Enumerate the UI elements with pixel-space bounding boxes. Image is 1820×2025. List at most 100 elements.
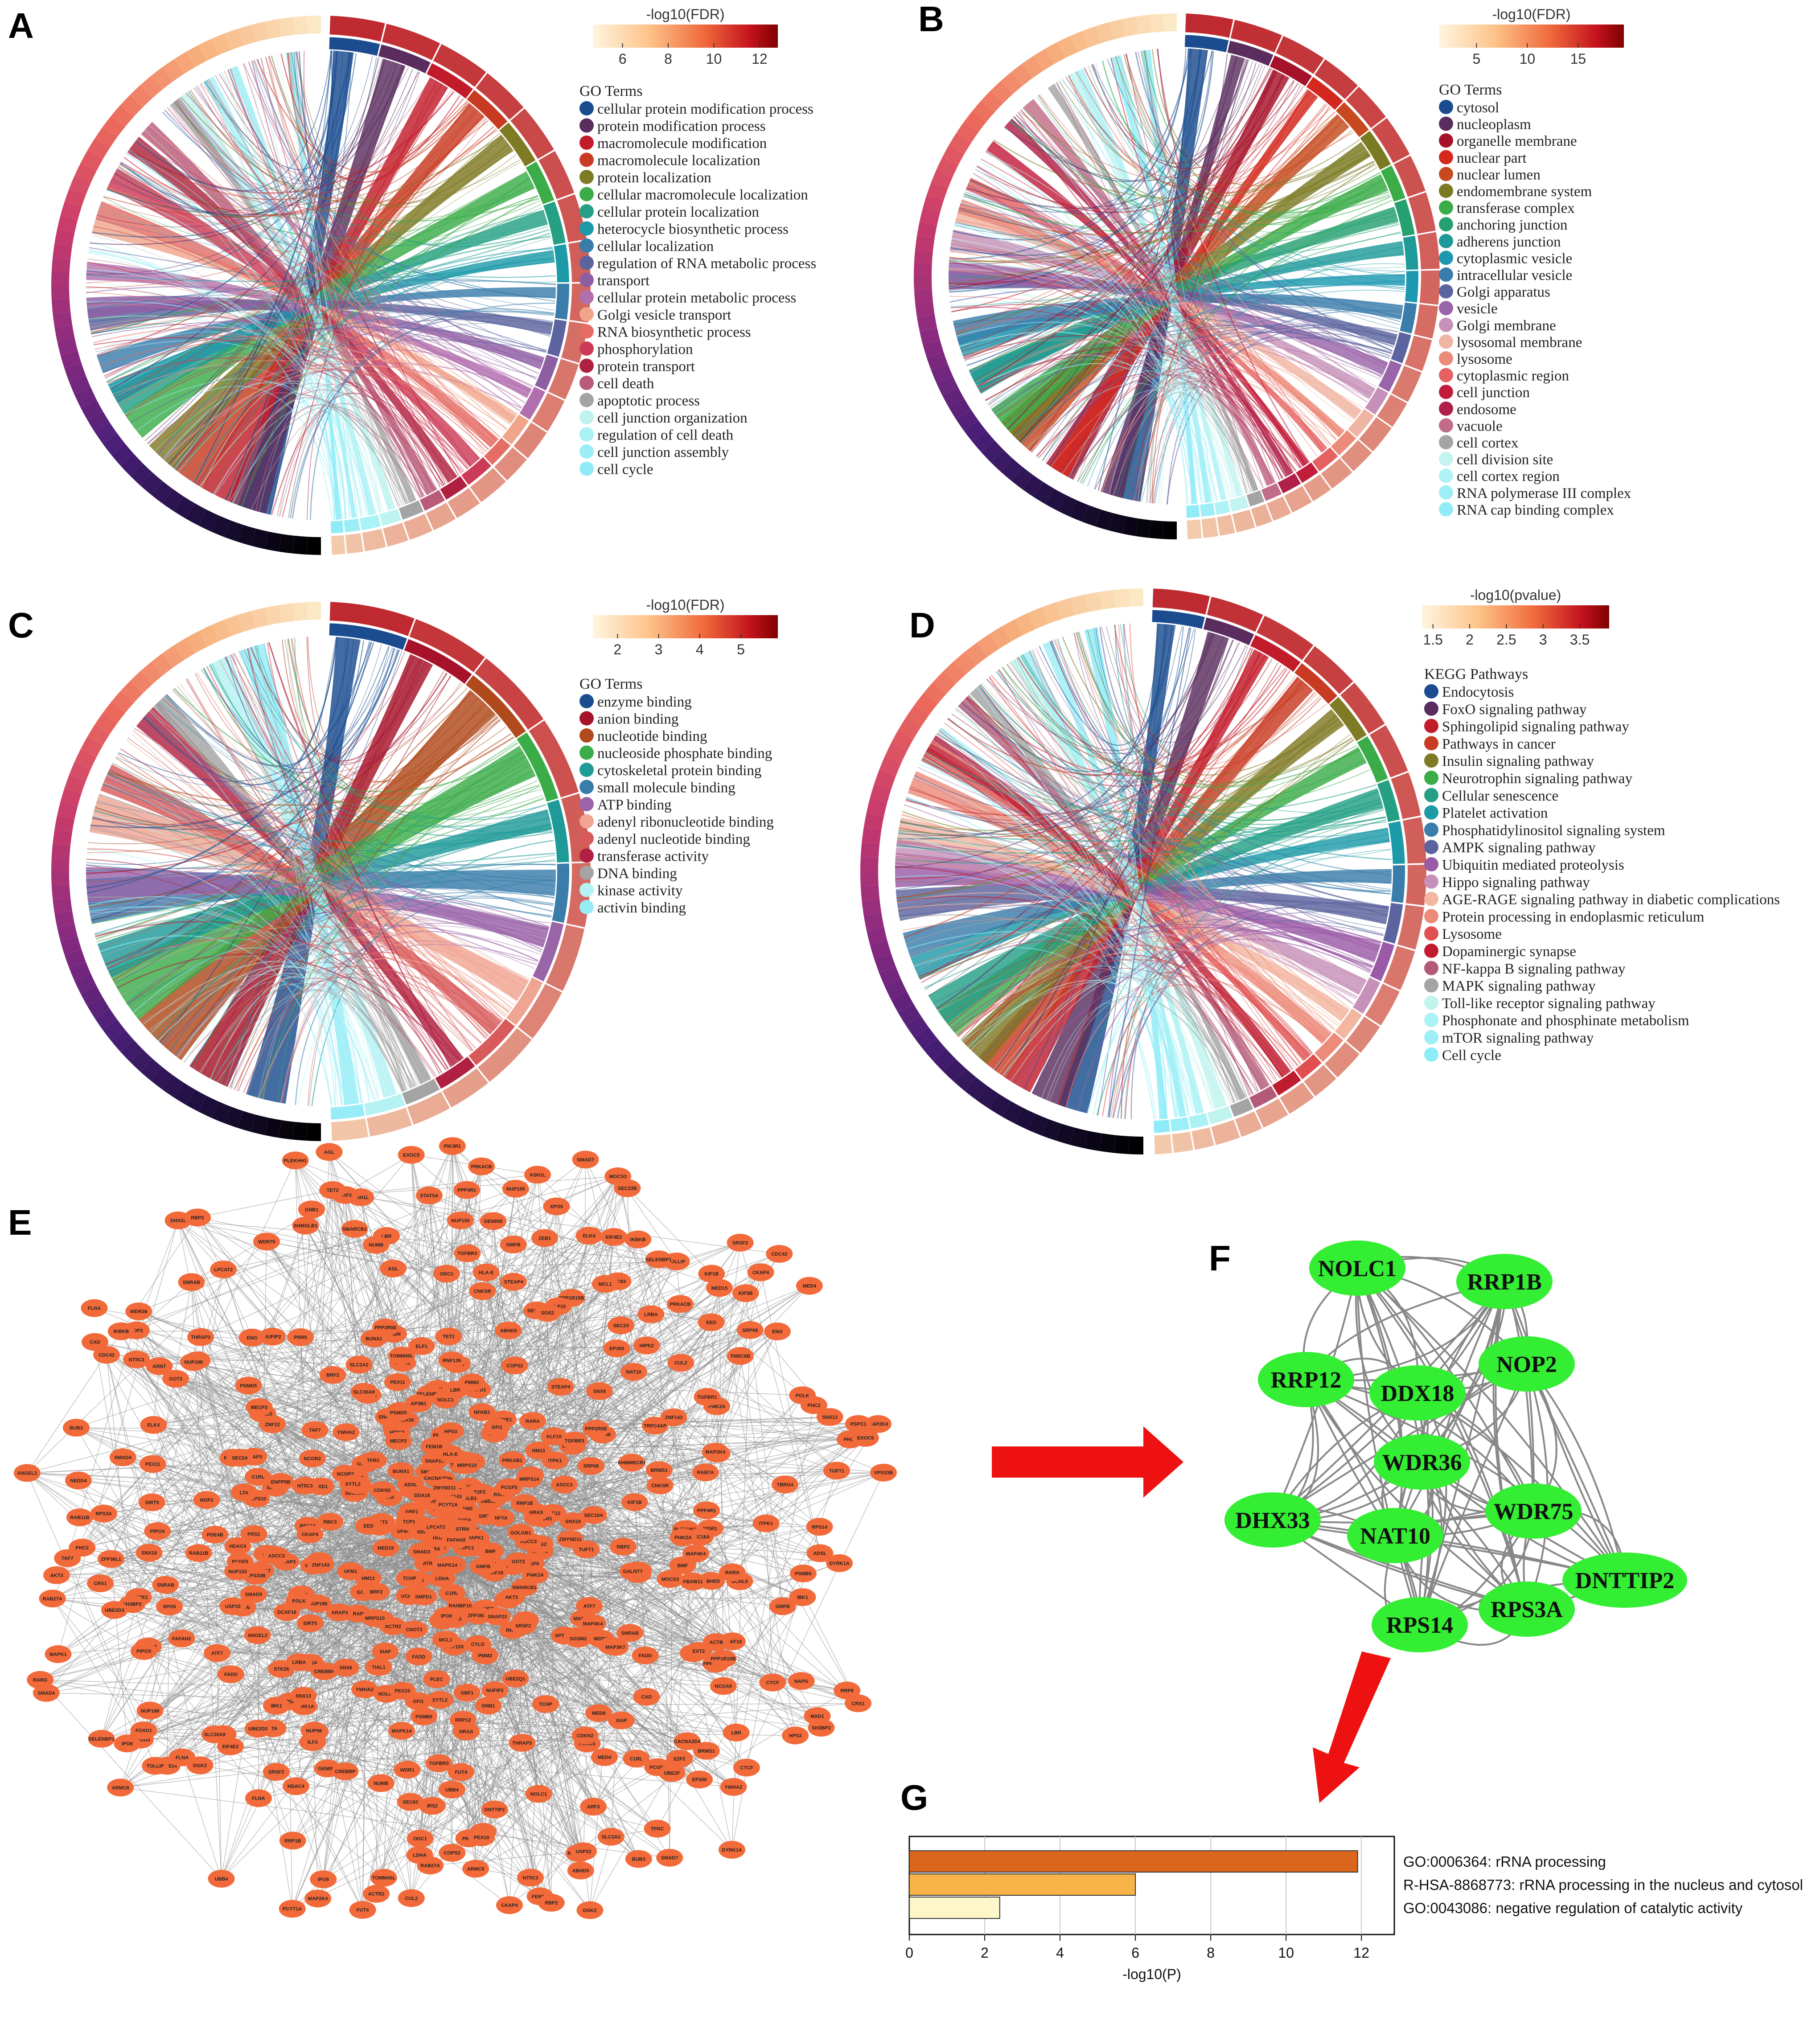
chord-line [203, 640, 365, 770]
gene-ring-segment [54, 815, 75, 832]
legend-entry: protein modification process [597, 119, 766, 135]
network-edge [538, 1572, 733, 1794]
chord-line [271, 641, 384, 1098]
legend-swatch [1439, 351, 1453, 366]
gene-ring-segment [74, 973, 97, 994]
network-node: XPO5 [543, 1197, 570, 1216]
chord-line [184, 966, 391, 1097]
chord-line [965, 189, 1272, 485]
gene-ring-segment [57, 924, 78, 941]
chord-line [1057, 655, 1266, 1105]
chord-line [227, 397, 409, 504]
network-node-label: CRX1 [94, 1581, 107, 1586]
network-edge [76, 1239, 638, 1428]
legend-swatch [579, 118, 594, 133]
network-edge [144, 1730, 420, 1839]
ppi-network-e: RNF139SGSM2PPP2R5EHPS3SOS2ARMC8NOLC1MAP2… [13, 1137, 897, 1919]
legend-entry: cell death [597, 376, 654, 392]
chord-line [1112, 681, 1304, 1118]
significance-ring-segment [1276, 36, 1324, 74]
gene-ring-segment [1033, 482, 1054, 504]
gene-ring-segment [265, 19, 282, 39]
chord-line [1110, 58, 1297, 472]
significance-ring-segment [1187, 519, 1202, 539]
network-edge [362, 1587, 525, 1910]
network-node-label: BRMS1 [650, 1468, 668, 1473]
chord-line [965, 191, 1208, 503]
term-sector [359, 514, 381, 530]
gene-ring-segment [74, 163, 97, 183]
significance-ring-segment [329, 16, 385, 42]
network-node: MAP4K4 [682, 1544, 709, 1563]
chord-line [895, 858, 1324, 1043]
chord-line [134, 752, 524, 1015]
network-node-label: CTCF [766, 1680, 780, 1686]
network-node-label: NT5C3 [523, 1875, 538, 1881]
term-sector [440, 476, 468, 500]
chord-line [1040, 93, 1252, 493]
network-node: RBP2 [538, 1894, 565, 1912]
chord-line [1022, 107, 1391, 225]
network-node-label: NCOA5 [715, 1684, 732, 1689]
chord-line [1077, 632, 1340, 1024]
network-node: TET2 [435, 1327, 462, 1346]
network-node: SNRAB [152, 1576, 179, 1594]
network-node: NFKB1 [468, 1403, 496, 1421]
network-node-label: IPO8 [441, 1614, 452, 1619]
chord-ribbon [1110, 55, 1212, 503]
network-edge [429, 1330, 751, 1472]
legend-entry: cell junction assembly [597, 444, 729, 460]
colorbar-tick-label: 10 [1520, 51, 1536, 67]
network-edge [272, 1314, 651, 1337]
term-sector [1405, 271, 1418, 303]
legend-swatch [579, 848, 594, 863]
network-edge [475, 1632, 630, 1869]
gene-ring-segment [307, 537, 321, 555]
network-node-label: CAD [641, 1695, 652, 1700]
significance-ring-segment [329, 602, 415, 636]
chord-line [951, 238, 1234, 498]
network-node: PSMB5 [789, 1565, 817, 1583]
legend-title: KEGG Pathways [1424, 666, 1528, 682]
significance-ring-segment [477, 1028, 532, 1082]
network-node-label: TOMM40L [372, 1876, 396, 1881]
network-edge [314, 1338, 374, 1430]
chord-line [210, 789, 542, 1079]
network-edge [153, 1348, 617, 1425]
gene-ring-segment [866, 798, 887, 817]
network-edge [494, 1521, 574, 1691]
chord-line [1078, 816, 1386, 1112]
chord-line [144, 716, 554, 904]
term-sector [484, 438, 511, 465]
chord-line [1058, 739, 1354, 1105]
network-node-label: ACTR2 [385, 1624, 401, 1629]
gene-ring-segment [60, 937, 82, 955]
network-node-shape [66, 1508, 93, 1527]
legend-entry: small molecule binding [597, 780, 735, 796]
gene-ring-segment [80, 399, 103, 420]
chord-line [291, 638, 474, 1051]
chord-line [957, 280, 1405, 341]
chord-line [900, 626, 1184, 835]
network-node-label: FLNA [88, 1306, 101, 1311]
gene-ring-segment [80, 986, 103, 1006]
network-node-shape [806, 1544, 834, 1562]
network-node: LTA [230, 1483, 258, 1502]
network-edge [76, 1427, 484, 1567]
gene-ring-segment [251, 1114, 269, 1135]
term-sector [1296, 462, 1319, 483]
network-node-shape [524, 1166, 551, 1184]
chord-line [1102, 60, 1389, 214]
network-edge [589, 1836, 612, 1910]
chord-line [238, 51, 344, 505]
gene-ring-segment [1001, 72, 1023, 94]
network-node-shape [517, 1869, 544, 1887]
network-edge [123, 1235, 589, 1458]
network-node-label: FADD [639, 1653, 652, 1659]
gene-ring-segment [198, 625, 219, 647]
network-edge [483, 1438, 866, 1832]
network-node-label: CDC42 [771, 1252, 787, 1257]
network-edge [705, 1472, 820, 1527]
network-node-shape [826, 1554, 853, 1572]
